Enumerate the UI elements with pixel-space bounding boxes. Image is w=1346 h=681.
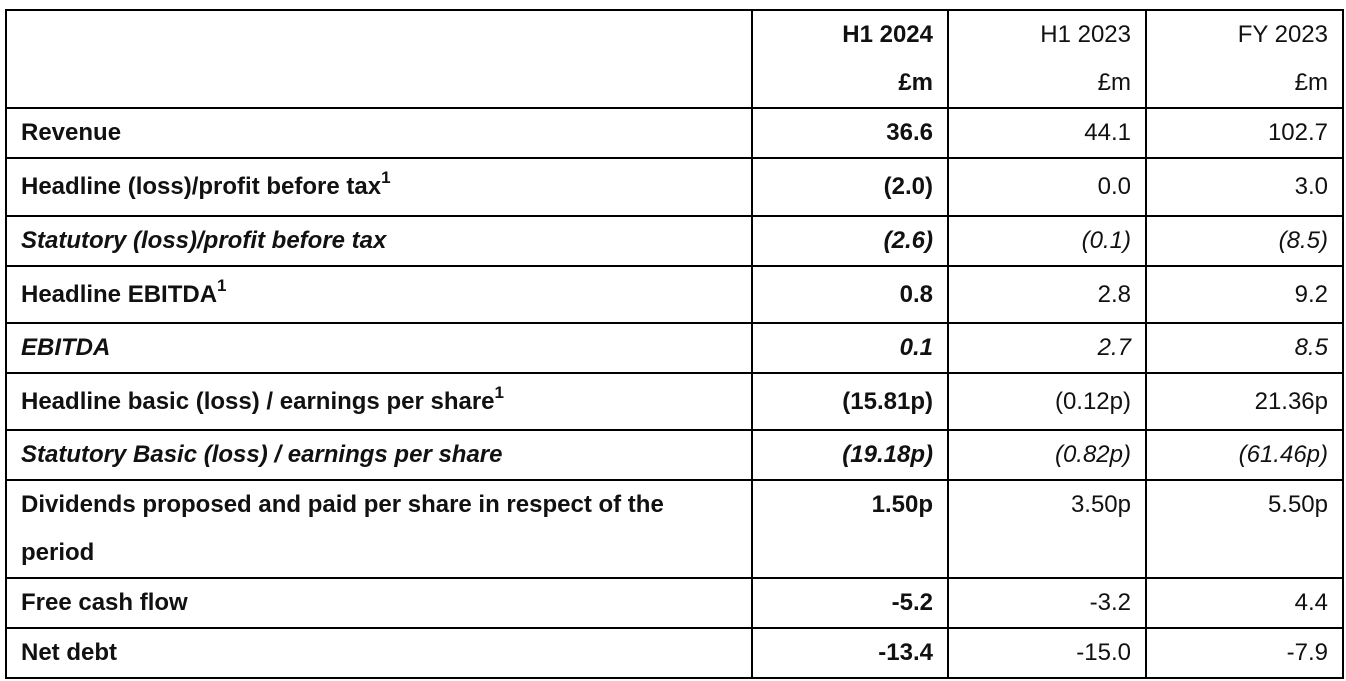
row-label: Revenue bbox=[5, 107, 753, 159]
row-label: Headline basic (loss) / earnings per sha… bbox=[5, 372, 753, 431]
value-h1-2024: 0.1 bbox=[751, 322, 949, 374]
footnote-marker: 1 bbox=[217, 275, 227, 295]
value-h1-2023: 2.7 bbox=[947, 322, 1147, 374]
header-h1-2024: H1 2024 £m bbox=[751, 9, 949, 109]
column-period: H1 2023 bbox=[1040, 21, 1131, 48]
row-headline-eps: Headline basic (loss) / earnings per sha… bbox=[5, 372, 1344, 431]
row-net-debt: Net debt -13.4 -15.0 -7.9 bbox=[5, 627, 1344, 679]
row-label: Dividends proposed and paid per share in… bbox=[5, 479, 753, 579]
row-label: EBITDA bbox=[5, 322, 753, 374]
value-h1-2024: 36.6 bbox=[751, 107, 949, 159]
column-unit: £m bbox=[1097, 69, 1131, 96]
column-unit: £m bbox=[1294, 69, 1328, 96]
row-statutory-pbt: Statutory (loss)/profit before tax (2.6)… bbox=[5, 215, 1344, 267]
value-fy-2023: 3.0 bbox=[1145, 157, 1344, 217]
value-h1-2024: (2.6) bbox=[751, 215, 949, 267]
value-h1-2024: -13.4 bbox=[751, 627, 949, 679]
value-h1-2023: -3.2 bbox=[947, 577, 1147, 629]
row-free-cash-flow: Free cash flow -5.2 -3.2 4.4 bbox=[5, 577, 1344, 629]
value-h1-2024: 1.50p bbox=[751, 479, 949, 579]
value-h1-2023: (0.82p) bbox=[947, 429, 1147, 481]
footnote-marker: 1 bbox=[494, 382, 504, 402]
column-period: FY 2023 bbox=[1237, 21, 1328, 48]
value-h1-2023: -15.0 bbox=[947, 627, 1147, 679]
value-fy-2023: 102.7 bbox=[1145, 107, 1344, 159]
column-period: H1 2024 bbox=[842, 21, 933, 48]
value-h1-2023: 0.0 bbox=[947, 157, 1147, 217]
financial-summary-table: H1 2024 £m H1 2023 £m FY 2023 £m Revenue… bbox=[5, 9, 1344, 679]
column-unit: £m bbox=[898, 69, 933, 96]
row-label: Headline (loss)/profit before tax1 bbox=[5, 157, 753, 217]
value-h1-2023: 44.1 bbox=[947, 107, 1147, 159]
header-empty-cell bbox=[5, 9, 753, 109]
header-row: H1 2024 £m H1 2023 £m FY 2023 £m bbox=[5, 9, 1344, 109]
value-h1-2024: (15.81p) bbox=[751, 372, 949, 431]
row-label: Net debt bbox=[5, 627, 753, 679]
row-label: Statutory Basic (loss) / earnings per sh… bbox=[5, 429, 753, 481]
row-ebitda: EBITDA 0.1 2.7 8.5 bbox=[5, 322, 1344, 374]
value-h1-2024: -5.2 bbox=[751, 577, 949, 629]
value-fy-2023: 21.36p bbox=[1145, 372, 1344, 431]
row-statutory-eps: Statutory Basic (loss) / earnings per sh… bbox=[5, 429, 1344, 481]
row-label: Statutory (loss)/profit before tax bbox=[5, 215, 753, 267]
row-headline-ebitda: Headline EBITDA1 0.8 2.8 9.2 bbox=[5, 265, 1344, 324]
value-h1-2024: 0.8 bbox=[751, 265, 949, 324]
row-label: Free cash flow bbox=[5, 577, 753, 629]
value-fy-2023: 8.5 bbox=[1145, 322, 1344, 374]
row-revenue: Revenue 36.6 44.1 102.7 bbox=[5, 107, 1344, 159]
header-fy-2023: FY 2023 £m bbox=[1145, 9, 1344, 109]
row-headline-pbt: Headline (loss)/profit before tax1 (2.0)… bbox=[5, 157, 1344, 217]
value-fy-2023: 4.4 bbox=[1145, 577, 1344, 629]
value-fy-2023: 9.2 bbox=[1145, 265, 1344, 324]
value-h1-2023: (0.1) bbox=[947, 215, 1147, 267]
footnote-marker: 1 bbox=[381, 168, 391, 187]
row-dividends: Dividends proposed and paid per share in… bbox=[5, 479, 1344, 579]
value-fy-2023: 5.50p bbox=[1145, 479, 1344, 579]
value-h1-2024: (2.0) bbox=[751, 157, 949, 217]
value-fy-2023: -7.9 bbox=[1145, 627, 1344, 679]
row-label: Headline EBITDA1 bbox=[5, 265, 753, 324]
value-fy-2023: (8.5) bbox=[1145, 215, 1344, 267]
header-h1-2023: H1 2023 £m bbox=[947, 9, 1147, 109]
value-fy-2023: (61.46p) bbox=[1145, 429, 1344, 481]
value-h1-2024: (19.18p) bbox=[751, 429, 949, 481]
value-h1-2023: 2.8 bbox=[947, 265, 1147, 324]
value-h1-2023: 3.50p bbox=[947, 479, 1147, 579]
value-h1-2023: (0.12p) bbox=[947, 372, 1147, 431]
